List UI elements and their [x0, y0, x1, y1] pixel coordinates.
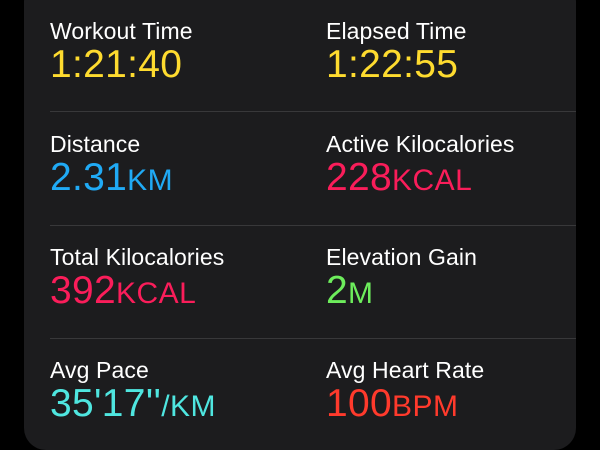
- total-kilocalories-number: 392: [50, 269, 116, 312]
- distance-metric: Distance 2.31KM: [50, 113, 310, 226]
- active-kilocalories-label: Active Kilocalories: [326, 131, 515, 157]
- elevation-gain-unit: M: [348, 277, 374, 310]
- distance-value: 2.31KM: [50, 158, 173, 197]
- active-kilocalories-number: 228: [326, 156, 392, 199]
- metrics-row: Avg Pace 35'17''/KM Avg Heart Rate 100BP…: [24, 339, 576, 450]
- avg-heart-rate-unit: BPM: [391, 390, 459, 423]
- avg-pace-number: 35'17'': [50, 382, 162, 425]
- avg-pace-value: 35'17''/KM: [50, 384, 216, 423]
- active-kilocalories-value: 228KCAL: [326, 158, 472, 197]
- avg-heart-rate-label: Avg Heart Rate: [326, 357, 485, 383]
- workout-time-number: 1:21:40: [50, 43, 183, 86]
- metrics-row: Total Kilocalories 392KCAL Elevation Gai…: [24, 226, 576, 339]
- workout-time-value: 1:21:40: [50, 45, 182, 84]
- distance-label: Distance: [50, 131, 141, 157]
- workout-summary-card: Workout Time 1:21:40 Elapsed Time 1:22:5…: [24, 0, 576, 450]
- elapsed-time-value: 1:22:55: [326, 45, 458, 84]
- avg-pace-unit: /KM: [161, 390, 217, 423]
- workout-time-metric: Workout Time 1:21:40: [50, 0, 310, 113]
- elevation-gain-metric: Elevation Gain 2M: [326, 226, 576, 339]
- total-kilocalories-label: Total Kilocalories: [50, 244, 225, 270]
- row-divider: [50, 111, 576, 112]
- total-kilocalories-metric: Total Kilocalories 392KCAL: [50, 226, 310, 339]
- metrics-row: Workout Time 1:21:40 Elapsed Time 1:22:5…: [24, 0, 576, 113]
- total-kilocalories-value: 392KCAL: [50, 271, 196, 310]
- elevation-gain-value: 2M: [326, 271, 374, 310]
- avg-heart-rate-metric: Avg Heart Rate 100BPM: [326, 339, 576, 450]
- row-divider: [50, 338, 576, 339]
- distance-number: 2.31: [50, 156, 128, 199]
- active-kilocalories-metric: Active Kilocalories 228KCAL: [326, 113, 576, 226]
- distance-unit: KM: [127, 164, 174, 197]
- workout-time-label: Workout Time: [50, 18, 193, 44]
- elevation-gain-number: 2: [326, 269, 348, 312]
- row-divider: [50, 225, 576, 226]
- elevation-gain-label: Elevation Gain: [326, 244, 477, 270]
- avg-heart-rate-number: 100: [326, 382, 392, 425]
- elapsed-time-metric: Elapsed Time 1:22:55: [326, 0, 576, 113]
- avg-pace-label: Avg Pace: [50, 357, 149, 383]
- elapsed-time-label: Elapsed Time: [326, 18, 467, 44]
- active-kilocalories-unit: KCAL: [391, 164, 473, 197]
- metrics-row: Distance 2.31KM Active Kilocalories 228K…: [24, 113, 576, 226]
- elapsed-time-number: 1:22:55: [326, 43, 459, 86]
- avg-heart-rate-value: 100BPM: [326, 384, 459, 423]
- total-kilocalories-unit: KCAL: [115, 277, 197, 310]
- avg-pace-metric: Avg Pace 35'17''/KM: [50, 339, 310, 450]
